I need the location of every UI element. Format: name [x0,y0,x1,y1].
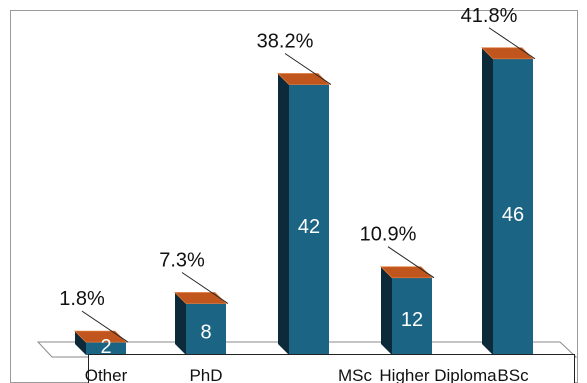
bar-percent-label: 10.9% [360,224,417,246]
bars-group: 2 1.8% 8 7.3% 42 38.2% 12 10.9% 46 41.8% [59,5,536,358]
bar-side-face [278,73,289,356]
category-label-box [88,354,575,383]
bar-top-face [277,73,330,85]
percent-leader-line [387,246,435,279]
bar-percent-label: 38.2% [257,31,314,53]
bar-1: 8 7.3% [159,249,229,355]
bar-side-face [482,47,493,355]
bar-value-label: 12 [401,309,423,331]
percent-leader-line [81,310,129,343]
bar-side-face [175,292,186,355]
bar-percent-label: 41.8% [461,5,518,27]
bar-value-label: 42 [298,216,320,238]
bar-0: 2 1.8% [59,288,129,358]
bar-value-label: 2 [100,336,111,358]
percent-leader-line [181,272,229,304]
bar-top-face [481,47,534,60]
bar-value-label: 8 [200,321,211,343]
bar-percent-label: 7.3% [159,249,205,271]
bar-value-label: 46 [502,204,524,226]
bar-front-face [392,277,432,355]
category-label: Other [85,366,128,383]
bar-top-face [174,292,227,304]
bar-3: 12 10.9% [360,224,435,355]
category-axis: Other PhD MSc Higher Diploma BSc [85,354,575,383]
category-label: BSc [497,366,529,383]
category-label: MSc [338,366,373,383]
bar-4: 46 41.8% [461,5,536,355]
bar-side-face [75,331,86,355]
bar-top-face [380,266,433,279]
percent-leader-line [488,27,536,60]
bar-top-face [74,330,127,343]
bar-side-face [381,266,392,355]
category-label: PhD [189,366,222,383]
bar-front-face [493,58,533,355]
bar-front-face [186,303,226,355]
category-label: Higher Diploma [379,366,497,383]
percent-leader-line [284,53,332,85]
bar-front-face [289,84,329,356]
bar-percent-label: 1.8% [59,288,105,310]
bar-2: 42 38.2% [257,31,332,356]
bar-front-face [86,342,126,355]
